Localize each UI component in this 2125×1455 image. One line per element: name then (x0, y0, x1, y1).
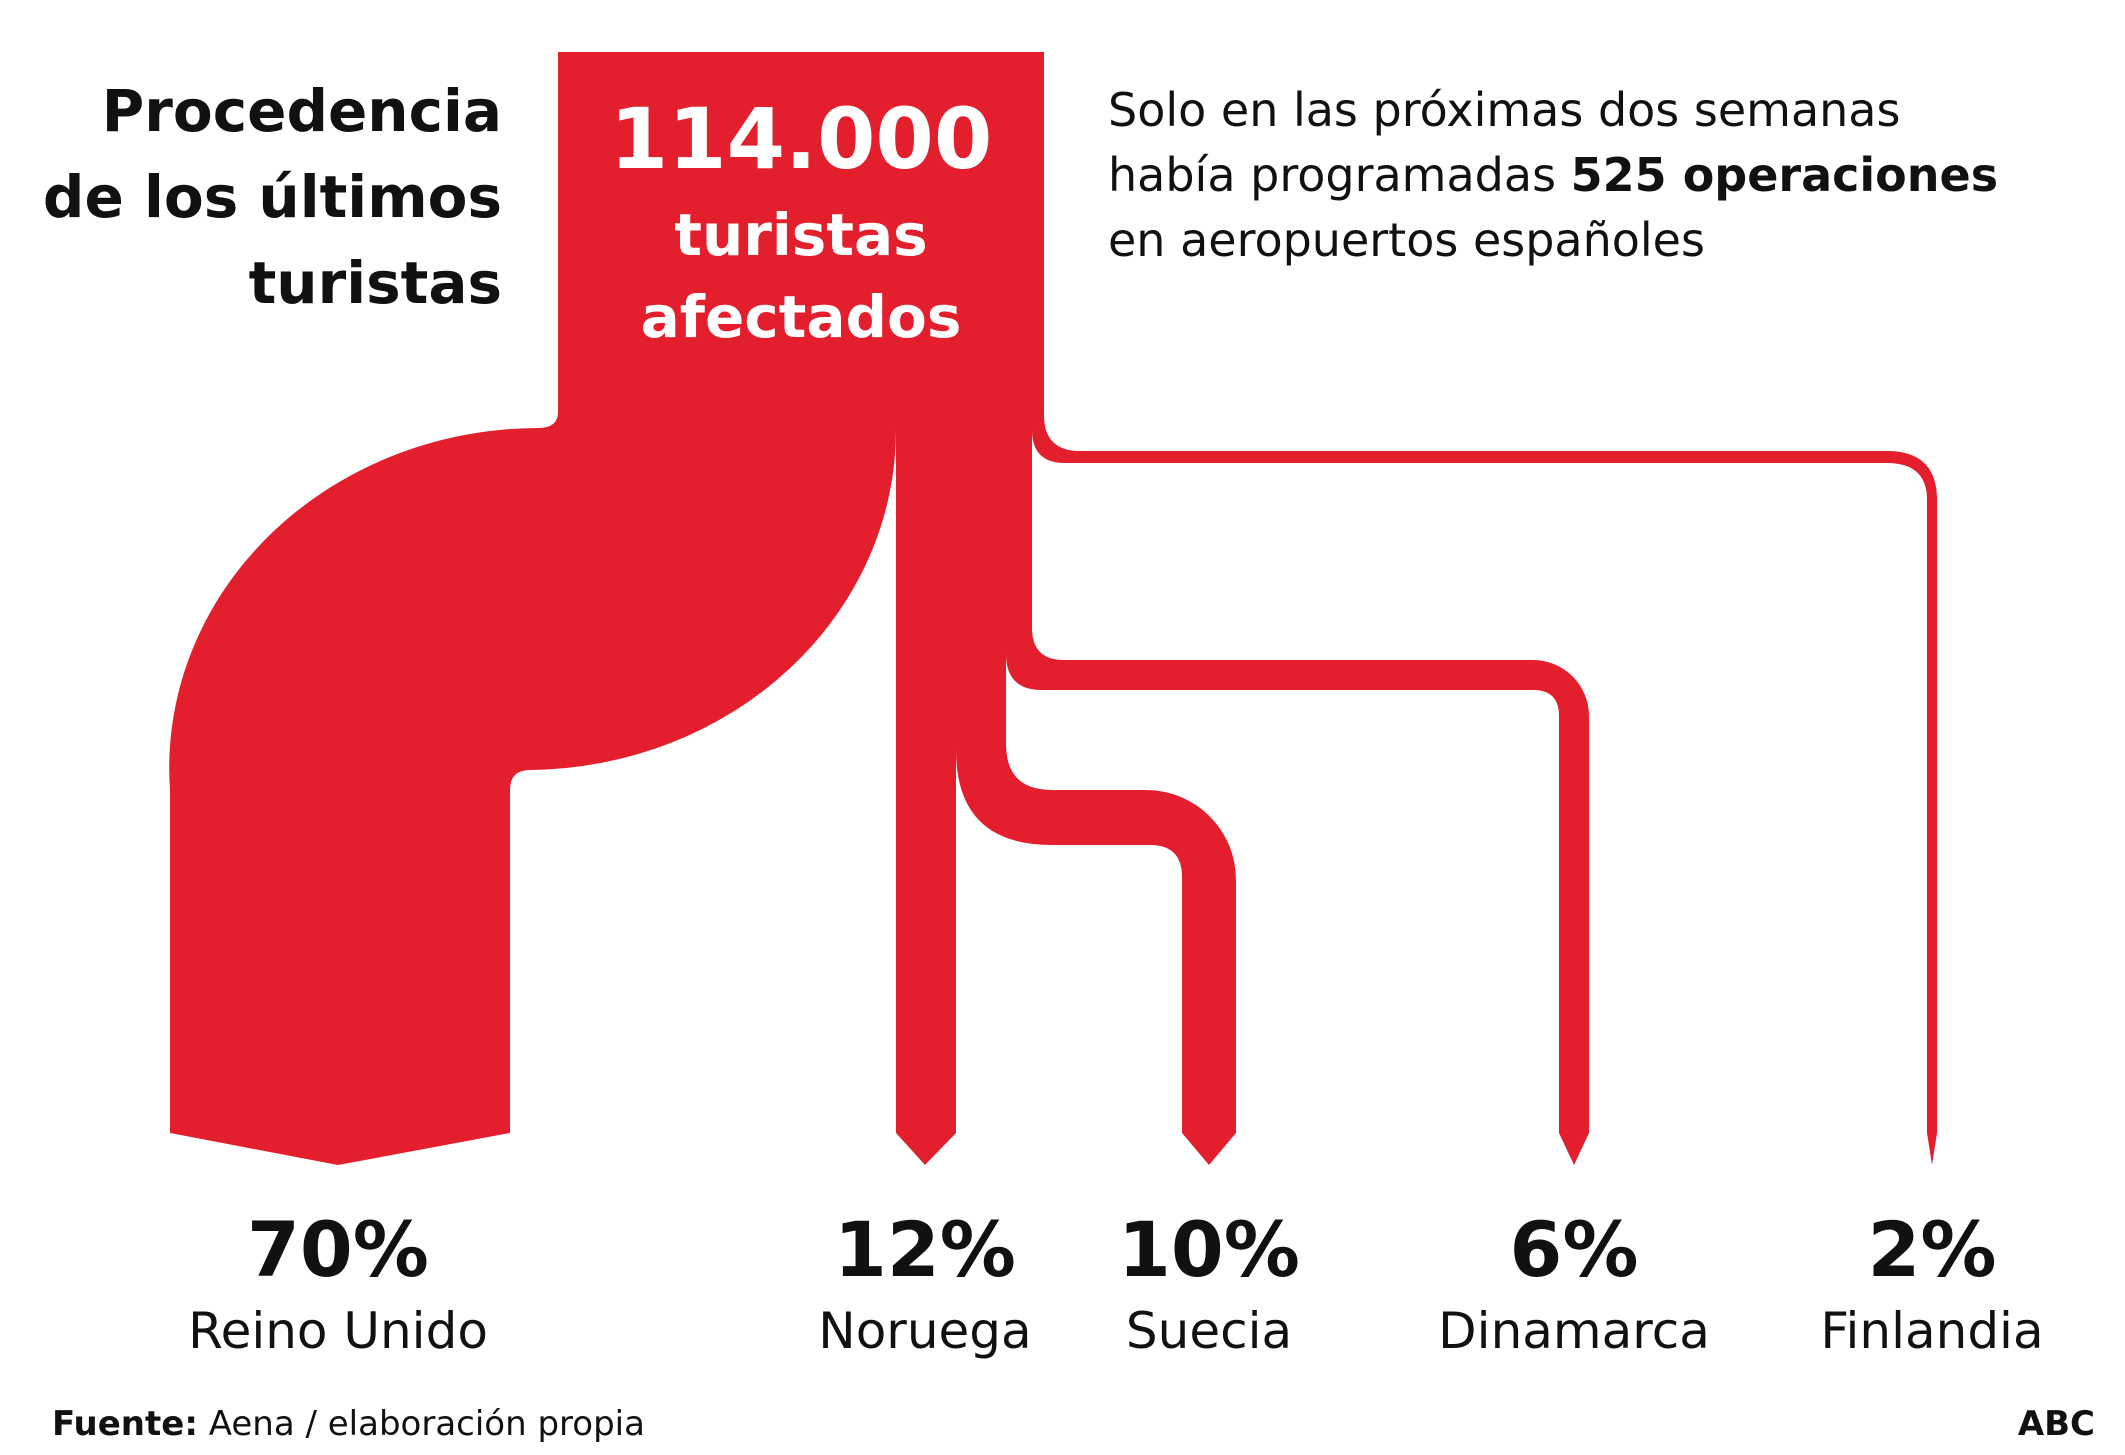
title-line: turistas (248, 249, 502, 317)
source-text: Aena / elaboración propia (197, 1404, 645, 1444)
pct-label: 6% (1509, 1205, 1639, 1294)
brand-logo: ABC (2017, 1404, 2095, 1444)
label-noruega: 12% Noruega (715, 1205, 1135, 1367)
title-line: Procedencia (101, 77, 502, 145)
country-label: Dinamarca (1438, 1302, 1710, 1360)
pct-label: 10% (1118, 1205, 1300, 1294)
source-label: Fuente: (52, 1404, 198, 1444)
title-line: de los últimos (42, 163, 502, 231)
country-label: Finlandia (1820, 1302, 2044, 1360)
diagram-title: Procedencia de los últimos turistas (40, 68, 502, 326)
source-note: Fuente: Aena / elaboración propia (52, 1402, 645, 1446)
flows (169, 52, 1937, 1165)
note-line-2: había programadas 525 operaciones (1108, 143, 2108, 208)
country-label: Reino Unido (188, 1302, 488, 1360)
note-line-2-prefix: había programadas (1108, 148, 1571, 202)
total-line-1: turistas (674, 201, 928, 269)
note-line-2-bold: 525 operaciones (1570, 148, 1999, 202)
total-number: 114.000 (609, 90, 993, 188)
flow-finlandia (1032, 404, 1937, 1165)
label-dinamarca: 6% Dinamarca (1364, 1205, 1784, 1367)
country-label: Noruega (818, 1302, 1032, 1360)
label-reino-unido: 70% Reino Unido (128, 1205, 548, 1367)
total-box (558, 52, 1044, 404)
flow-dinamarca (1006, 404, 1589, 1165)
note-line-3: en aeropuertos españoles (1108, 213, 1705, 267)
total-line-2: afectados (640, 283, 962, 351)
flow-suecia (956, 404, 1236, 1165)
pct-label: 12% (834, 1205, 1016, 1294)
label-finlandia: 2% Finlandia (1722, 1205, 2125, 1367)
pct-label: 70% (247, 1205, 429, 1294)
flow-noruega (896, 404, 956, 1165)
label-suecia: 10% Suecia (999, 1205, 1419, 1367)
operations-note: Solo en las próximas dos semanas había p… (1108, 78, 2108, 273)
flow-reino-unido (169, 404, 897, 1165)
total-label: 114.000 turistas afectados (558, 84, 1044, 358)
note-line-1: Solo en las próximas dos semanas (1108, 83, 1901, 137)
country-label: Suecia (1125, 1302, 1293, 1360)
pct-label: 2% (1867, 1205, 1997, 1294)
